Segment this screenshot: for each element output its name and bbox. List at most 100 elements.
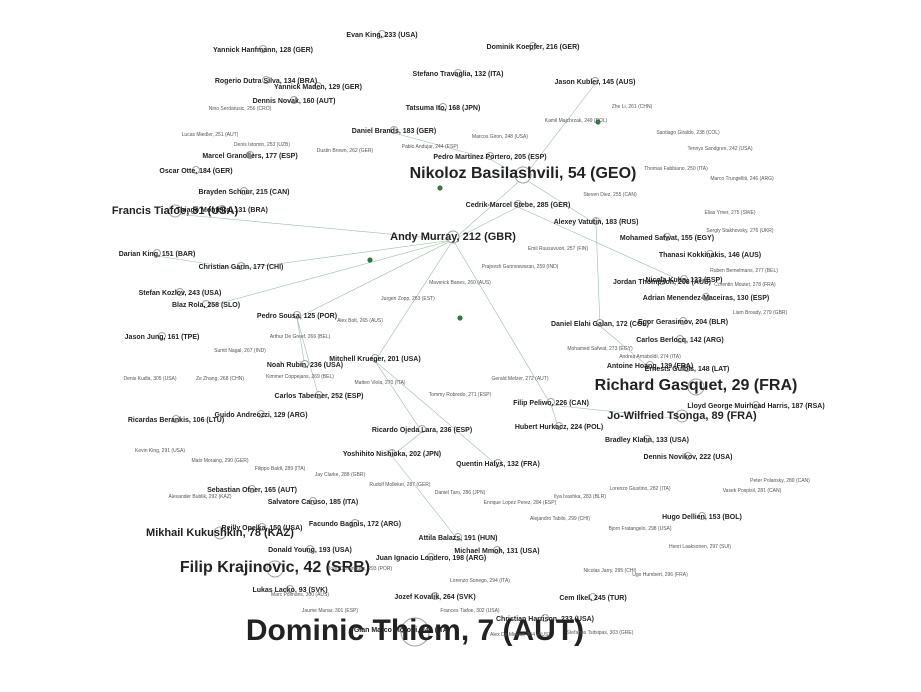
node-label-baldi: Hugo Dellien, 153 (BOL) [662, 514, 742, 521]
tiny-node-label: Thomas Fabbiano, 250 (ITA) [644, 166, 708, 172]
node-label-dlab: Dennis Novikov, 222 (USA) [644, 454, 733, 461]
graph-node-bagnis [351, 519, 359, 527]
graph-edge [296, 239, 454, 319]
tiny-node-label: Matteo Viola, 270 (ITA) [355, 380, 406, 386]
tiny-node-label: Ze Zhang, 268 (CHN) [196, 376, 244, 382]
tiny-node-label: Denis Kudla, 305 (USA) [123, 376, 176, 382]
tiny-node-label: Maverick Banes, 260 (AUS) [429, 280, 491, 286]
node-label-monteiro: Thiago Monteiro, 131 (BRA) [176, 207, 268, 214]
graph-node-koepfer [529, 42, 537, 50]
tiny-node-label: Kevin King, 291 (USA) [135, 448, 185, 454]
graph-edge [296, 317, 306, 368]
graph-node-opelka [258, 523, 266, 531]
tiny-node-label: Kamil Majchrzak, 249 (POL) [545, 118, 608, 124]
tiny-node-label: Marcos Giron, 248 (USA) [472, 134, 528, 140]
graph-node-king [153, 249, 161, 257]
graph-node-baldi [698, 512, 706, 520]
tiny-node-label: Peter Polansky, 280 (CAN) [750, 478, 810, 484]
node-label-hanfmann: Yannick Hanfmann, 128 (GER) [213, 47, 313, 54]
graph-edge [550, 404, 683, 420]
node-label-viera: Lloyd George Muirhead Harris, 187 (RSA) [687, 403, 824, 410]
tiny-node-label: Marco Trungelliti, 246 (ARG) [710, 176, 774, 182]
graph-node-gerasimov [679, 317, 687, 325]
node-label-londero: Juan Ignacio Londero, 198 (ARG) [376, 555, 486, 562]
node-label-bagnis: Facundo Bagnis, 172 (ARG) [309, 521, 401, 528]
graph-node-pucinelli [398, 625, 406, 633]
node-label-kukushkin: Mikhail Kukushkin, 78 (KAZ) [146, 527, 294, 539]
graph-edge [522, 177, 597, 225]
tiny-node-label: Alexander Bublik, 292 (KAZ) [168, 494, 231, 500]
graph-node-lacko [286, 585, 294, 593]
graph-node-galan [596, 319, 604, 327]
node-label-gerasimov: Egor Gerasimov, 204 (BLR) [638, 319, 728, 326]
node-label-gulbis: Ernests Gulbis, 148 (LAT) [645, 366, 730, 373]
graph-node-kuhn [680, 275, 688, 283]
tiny-node-label: Rudolf Molleker, 287 (GER) [369, 482, 430, 488]
tiny-node-label: Elias Ymer, 275 (SWE) [704, 210, 755, 216]
graph-edge [205, 239, 454, 308]
node-label-maden: Yannick Maden, 129 (GER) [274, 84, 362, 91]
hub-node-skugor [457, 315, 463, 321]
graph-edge [517, 206, 685, 283]
node-label-halys: Quentin Halys, 132 (FRA) [456, 461, 540, 468]
tiny-node-label: Jaume Munar, 301 (ESP) [302, 608, 358, 614]
graph-node-gasquet [687, 378, 705, 396]
tiny-node-label: Liam Broady, 279 (GBR) [733, 310, 788, 316]
node-label-caruso: Salvatore Caruso, 185 (ITA) [268, 499, 359, 506]
node-label-tabernar: Carlos Taberner, 252 (ESP) [275, 393, 364, 400]
tiny-node-label: Nicolas Jarry, 295 (CHI) [584, 568, 637, 574]
tiny-node-label: Steven Diez, 255 (CAN) [583, 192, 637, 198]
tiny-node-label: Dustin Brown, 262 (GER) [317, 148, 374, 154]
node-label-ojeda: Ricardo Ojeda Lara, 236 (ESP) [372, 427, 472, 434]
tiny-node-label: Alejandro Tabilo, 299 (CHI) [530, 516, 590, 522]
node-label-thompson: Jordan Thompson, 208 (AUS) [613, 279, 711, 286]
tiny-node-label: Lorenzo Giustino, 282 (ITA) [609, 486, 670, 492]
node-label-travaglia: Stefano Travaglia, 132 (ITA) [413, 71, 504, 78]
tiny-node-label: Sumit Nagal, 267 (IND) [214, 348, 266, 354]
graph-node-skugor [547, 398, 555, 406]
node-label-berlocq: Carlos Berlocq, 142 (ARG) [636, 337, 724, 344]
hub-node-stebe [437, 185, 443, 191]
node-label-krajinovic: Filip Krajinovic, 42 (SRB) [180, 559, 370, 576]
tiny-node-label: Prajnesh Gunneswaran, 259 (IND) [482, 264, 559, 270]
graph-node-hoang [646, 361, 654, 369]
tiny-node-label: Gerald Melzer, 272 (AUT) [492, 376, 549, 382]
node-label-tsonga: Jo-Wilfried Tsonga, 89 (FRA) [607, 410, 757, 422]
graph-node-berankis [172, 415, 180, 423]
graph-node-menendez [702, 293, 710, 301]
node-label-dutra: Rogerio Dutra Silva, 134 (BRA) [215, 78, 317, 85]
graph-edge [174, 213, 454, 241]
node-label-kubler: Jason Kubler, 145 (AUS) [555, 79, 636, 86]
tiny-node-label: Vasek Pospisil, 281 (CAN) [723, 488, 782, 494]
node-label-nkrueger: Mitchell Krueger, 201 (USA) [329, 356, 420, 363]
graph-node-rola [202, 300, 210, 308]
node-label-donski: Hubert Hurkacz, 224 (POL) [515, 424, 603, 431]
graph-node-tiafoe [168, 204, 182, 218]
node-label-murray: Andy Murray, 212 (GBR) [390, 231, 516, 243]
graph-node-seppi [378, 30, 386, 38]
node-label-safwat: Mohamed Safwat, 155 (EGY) [620, 235, 714, 242]
graph-node-berlocq [676, 335, 684, 343]
node-label-opelka: Reilly Opelka, 150 (USA) [222, 525, 303, 532]
graph-node-caruso [309, 497, 317, 505]
graph-edge [240, 239, 454, 270]
tiny-node-label: Kimmer Coppejans, 269 (BEL) [266, 374, 334, 380]
graph-edge [296, 317, 320, 399]
graph-edge [156, 255, 242, 270]
graph-node-thompson [658, 277, 666, 285]
graph-node-stebe [514, 200, 522, 208]
tiny-node-label: Denis Istomin, 253 (UZB) [234, 142, 290, 148]
node-label-rubin: Noah Rubin, 236 (USA) [267, 362, 343, 369]
graph-node-bran [390, 126, 398, 134]
graph-node-monteiro [218, 205, 226, 213]
graph-edge [374, 360, 423, 433]
tiny-node-label: Tommy Robredo, 271 (ESP) [429, 392, 492, 398]
graph-node-dutra [262, 76, 270, 84]
node-label-young: Donald Young, 193 (USA) [268, 547, 352, 554]
tiny-node-label: Emil Ruusuvuori, 257 (FIN) [528, 246, 589, 252]
graph-node-kovalik [431, 592, 439, 600]
node-label-sutter: Stefan Kozlov, 243 (USA) [139, 290, 222, 297]
graph-node-nkrueger [371, 354, 379, 362]
graph-node-schwar [589, 593, 597, 601]
node-label-stebe: Cedrik-Marcel Stebe, 285 (GER) [466, 202, 571, 209]
